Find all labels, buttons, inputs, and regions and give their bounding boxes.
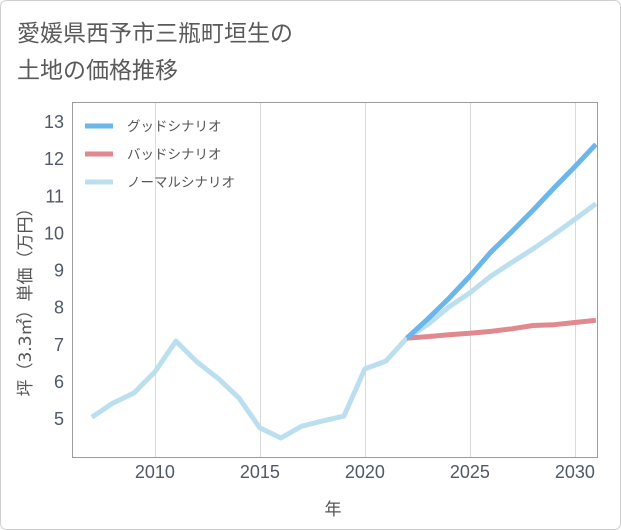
x-axis-label: 年 <box>325 500 342 520</box>
plot-area-frame <box>72 102 598 458</box>
legend-label-bad-scenario: バッドシナリオ <box>127 147 222 163</box>
x-tick-label-2010: 2010 <box>135 462 175 482</box>
y-tick-label-8: 8 <box>54 298 64 318</box>
x-tick-label-2025: 2025 <box>450 462 490 482</box>
y-tick-label-6: 6 <box>54 372 64 392</box>
x-tick-label-2030: 2030 <box>555 462 595 482</box>
y-tick-label-7: 7 <box>54 335 64 355</box>
x-tick-label-2015: 2015 <box>240 462 280 482</box>
legend-item-bad-scenario: バッドシナリオ <box>85 147 222 163</box>
legend-label-good-scenario: グッドシナリオ <box>127 119 222 135</box>
y-tick-label-11: 11 <box>45 186 64 206</box>
x-axis-tick-labels: 2010 2015 2020 2025 2030 <box>135 462 595 482</box>
gridlines <box>155 102 576 458</box>
series-line-normal-scenario <box>90 201 598 441</box>
legend-item-good-scenario: グッドシナリオ <box>85 119 222 135</box>
y-tick-label-5: 5 <box>54 409 64 429</box>
x-tick-label-2020: 2020 <box>345 462 385 482</box>
legend: グッドシナリオ バッドシナリオ ノーマルシナリオ <box>85 119 235 191</box>
series-line-good-scenario <box>405 142 598 340</box>
y-axis-tick-labels: 5 6 7 8 9 10 11 12 13 <box>44 112 64 429</box>
legend-label-normal-scenario: ノーマルシナリオ <box>127 175 235 191</box>
legend-item-normal-scenario: ノーマルシナリオ <box>85 175 235 191</box>
y-axis-label: 坪（3.3㎡）単価（万円） <box>16 199 36 396</box>
series-line-bad-scenario <box>406 317 597 341</box>
y-tick-label-12: 12 <box>44 149 64 169</box>
y-tick-label-13: 13 <box>44 112 64 132</box>
y-tick-label-10: 10 <box>44 223 64 243</box>
chart-title-line-1: 愛媛県西予市三瓶町垣生の <box>17 21 293 47</box>
y-tick-label-9: 9 <box>54 261 64 281</box>
series-lines <box>90 142 598 441</box>
chart-title-line-2: 土地の価格推移 <box>17 58 178 84</box>
